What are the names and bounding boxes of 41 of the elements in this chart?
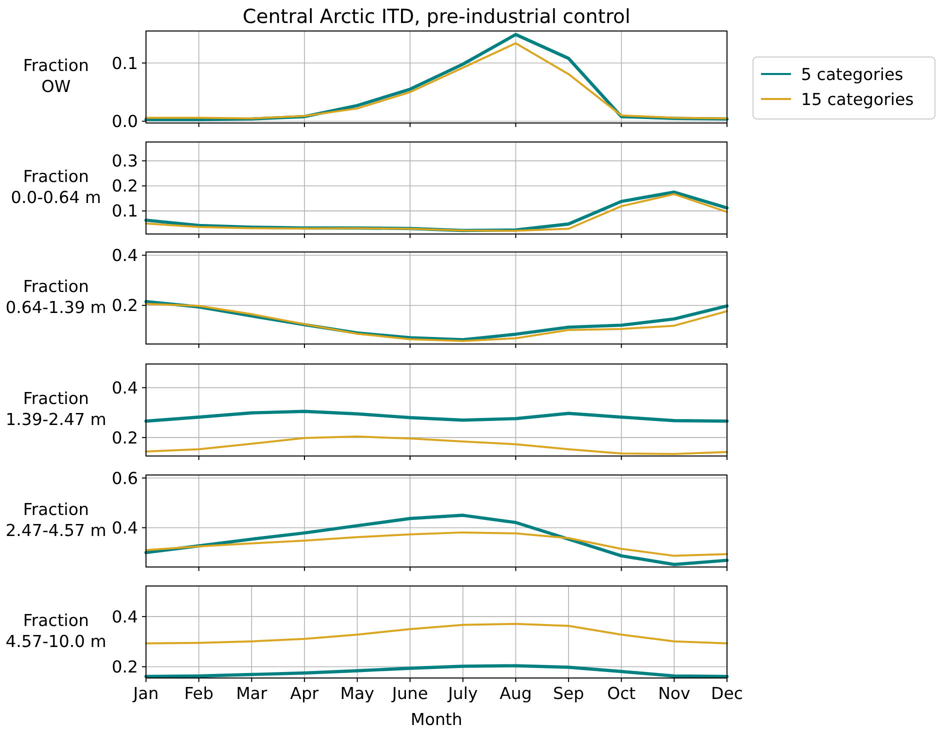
x-tick-label: Aug <box>500 684 532 703</box>
x-tick-label: Mar <box>236 684 268 703</box>
x-tick-label: Jan <box>132 684 159 703</box>
x-tick-label: Feb <box>184 684 214 703</box>
y-tick-label: 0.1 <box>112 202 138 221</box>
y-axis-title: Fraction OW <box>23 56 89 96</box>
line-series <box>144 514 729 566</box>
y-tick-label: 0.4 <box>112 378 138 398</box>
legend-label: 5 categories <box>801 64 904 84</box>
legend-label: 15 categories <box>801 90 914 109</box>
y-tick-label: 0.0 <box>112 112 138 132</box>
y-tick-label: 0.2 <box>112 657 138 676</box>
x-tick-label: Nov <box>658 684 691 703</box>
line-series <box>144 664 729 678</box>
y-tick-label: 0.4 <box>112 246 138 266</box>
y-tick-label: 0.2 <box>112 428 138 448</box>
y-axis-title: Fraction 0.64-1.39 m <box>6 277 106 317</box>
y-tick-label: 0.1 <box>112 54 138 73</box>
y-axis-title: Fraction 1.39-2.47 m <box>6 389 106 429</box>
y-tick-label: 0.2 <box>112 296 138 316</box>
y-tick-label: 0.3 <box>112 152 138 171</box>
x-tick-label: June <box>391 684 428 703</box>
x-tick-label: May <box>340 684 375 703</box>
x-tick-label: Oct <box>607 684 636 703</box>
y-tick-label: 0.4 <box>112 518 138 538</box>
line-series <box>145 436 728 456</box>
line-series <box>145 622 728 644</box>
x-axis-title: Month <box>410 710 462 729</box>
x-tick-label: Dec <box>711 684 743 703</box>
y-axis-title: Fraction 2.47-4.57 m <box>6 500 106 540</box>
y-tick-label: 0.4 <box>112 607 138 626</box>
chart-title: Central Arctic ITD, pre-industrial control <box>242 5 630 28</box>
x-tick-label: Sep <box>552 684 584 703</box>
x-tick-label: July <box>447 684 478 703</box>
y-axis-title: Fraction 0.0-0.64 m <box>10 167 102 207</box>
y-axis-title: Fraction 4.57-10.0 m <box>6 611 106 651</box>
line-series <box>145 531 728 557</box>
y-tick-label: 0.2 <box>112 176 138 196</box>
y-tick-label: 0.6 <box>112 468 138 488</box>
x-tick-label: Apr <box>290 684 319 703</box>
line-series <box>144 410 729 423</box>
